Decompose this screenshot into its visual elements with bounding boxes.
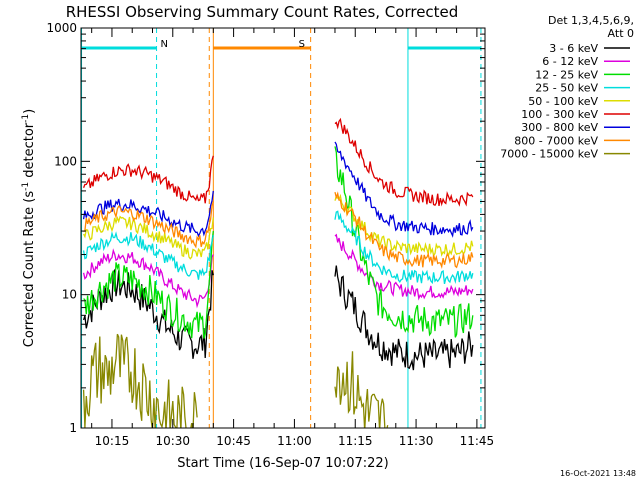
series-layer (82, 117, 474, 428)
x-tick-label: 11:45 (460, 434, 495, 448)
chart-title: RHESSI Observing Summary Count Rates, Co… (66, 3, 459, 21)
series-line (334, 146, 474, 338)
legend-entry-label: 7000 - 15000 keV (500, 148, 598, 161)
series-line (334, 351, 389, 428)
legend-entry-label: 12 - 25 keV (535, 68, 598, 81)
series-line (334, 210, 474, 285)
plot-frame (80, 27, 486, 429)
legend-header: Det 1,3,4,5,6,9, (548, 14, 634, 27)
y-label-sup2: -1 (21, 114, 31, 123)
series-line (82, 333, 198, 428)
x-tick-label: 10:15 (95, 434, 130, 448)
x-tick-label: 10:30 (155, 434, 190, 448)
legend-entry-label: 800 - 7000 keV (514, 134, 598, 147)
legend-entry-label: 6 - 12 keV (542, 55, 598, 68)
y-label-sup1: -1 (21, 182, 31, 191)
series-line (83, 201, 214, 249)
flag-label: N (161, 39, 168, 50)
series-line (83, 231, 214, 339)
y-axis-label: Corrected Count Rate (s-1 detector-1) (21, 109, 37, 347)
y-tick-label: 1000 (46, 21, 77, 35)
legend-entry-label: 300 - 800 keV (521, 121, 598, 134)
legend-entry-label: 3 - 6 keV (549, 42, 598, 55)
y-tick-label: 10 (62, 288, 77, 302)
legend-entry-label: 50 - 100 keV (528, 95, 598, 108)
y-axis: 1 10 100 1000 (46, 21, 485, 435)
y-label-end: ) (22, 109, 37, 114)
footer-date: 16-Oct-2021 13:48 (560, 469, 636, 478)
legend-entry-label: 25 - 50 keV (535, 82, 598, 95)
series-line (334, 117, 474, 207)
x-tick-label: 11:15 (338, 434, 373, 448)
legend-header: Att 0 (608, 27, 634, 40)
series-line (82, 268, 214, 359)
series-line (82, 248, 214, 309)
flag-label: S (299, 39, 305, 50)
series-line (334, 265, 474, 371)
series-line (334, 191, 474, 269)
y-label-mid: detector (22, 122, 37, 182)
y-label-base: Corrected Count Rate (s (22, 191, 37, 348)
y-tick-label: 1 (69, 421, 77, 435)
x-tick-label: 11:00 (277, 434, 312, 448)
x-axis: 10:15 10:30 10:45 11:00 11:15 11:30 11:45 (91, 28, 495, 448)
series-line (82, 190, 214, 238)
x-axis-label: Start Time (16-Sep-07 10:07:22) (177, 456, 388, 471)
series-line (334, 233, 474, 301)
legend-entry-label: 100 - 300 keV (521, 108, 598, 121)
series-line (83, 215, 214, 260)
series-line (82, 155, 214, 204)
series-line (334, 141, 474, 238)
x-tick-label: 11:30 (399, 434, 434, 448)
series-line (82, 230, 214, 280)
y-tick-label: 100 (54, 154, 77, 168)
series-line (334, 193, 474, 258)
x-tick-label: 10:45 (216, 434, 251, 448)
